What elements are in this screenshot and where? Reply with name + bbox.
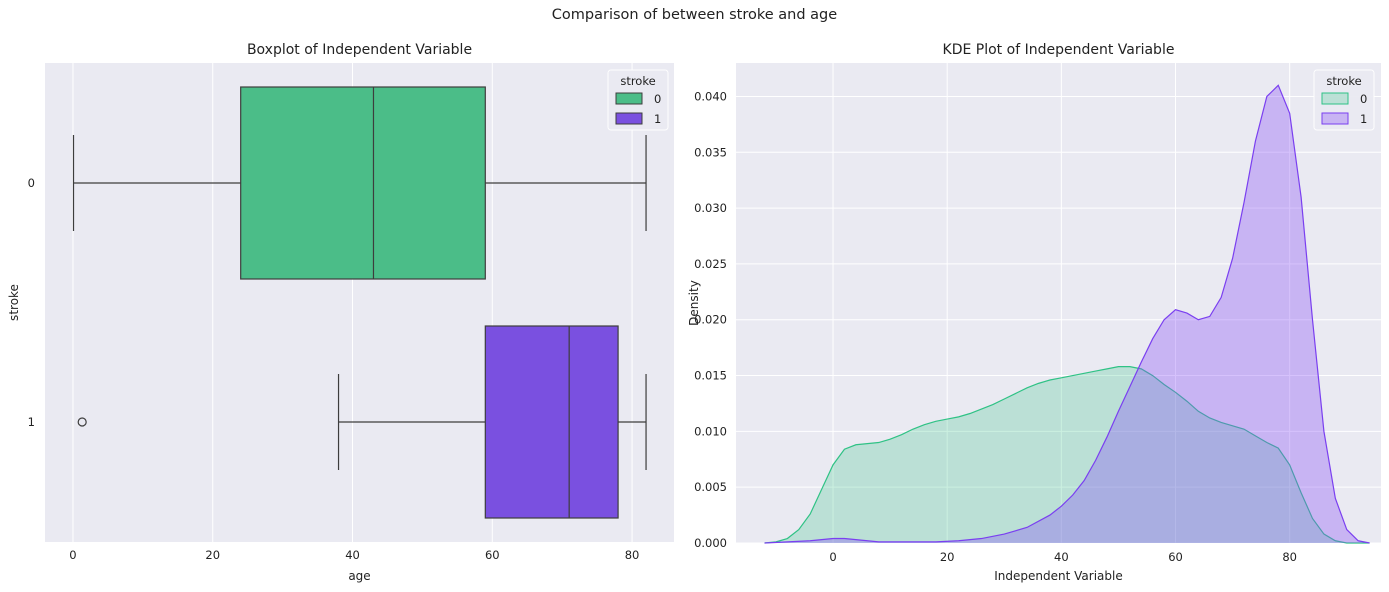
legend-box	[1313, 69, 1375, 131]
boxplot-panel: 0 20 40 60 80 0 1 Boxplot of Independent Variab…	[7, 42, 674, 583]
outlier-point	[77, 417, 87, 427]
y-tick-label: 0.010	[694, 424, 727, 438]
y-tick-label: 0.015	[694, 369, 727, 383]
y-tick-label: 0	[28, 176, 35, 190]
y-axis-label: stroke	[7, 284, 21, 321]
y-tick-label: 1	[28, 415, 35, 429]
x-tick-label: 20	[205, 548, 220, 562]
legend-swatch-0	[1321, 92, 1349, 105]
y-tick-label: 0.000	[694, 536, 727, 550]
chart-title: KDE Plot of Independent Variable	[943, 42, 1175, 58]
legend-title: stroke	[1326, 74, 1361, 88]
x-axis-label: age	[348, 569, 370, 583]
legend-label: 1	[1360, 112, 1367, 126]
legend-swatch-0	[615, 92, 643, 105]
x-tick-label: 20	[940, 550, 955, 564]
x-axis-label: Independent Variable	[994, 569, 1122, 583]
legend-title: stroke	[620, 74, 655, 88]
chart-title: Boxplot of Independent Variable	[247, 42, 472, 58]
legend-label: 0	[654, 92, 661, 106]
x-tick-label: 60	[1168, 550, 1183, 564]
x-tick-label: 40	[1054, 550, 1069, 564]
legend-label: 1	[654, 112, 661, 126]
box-category-1	[484, 325, 619, 519]
y-tick-label: 0.025	[694, 257, 727, 271]
x-tick-label: 40	[345, 548, 360, 562]
kde-line-series-0	[764, 366, 1370, 544]
kde-area-series-1	[764, 85, 1370, 543]
x-tick-label: 0	[69, 548, 76, 562]
legend-label: 0	[1360, 92, 1367, 106]
kde-area-series-0	[764, 366, 1370, 543]
plot-area	[736, 63, 1381, 543]
x-tick-label: 60	[485, 548, 500, 562]
kde-panel: 0 20 40 60 80 0.000 0.005 0.010 0.015 0.020 0.025 0…	[687, 42, 1381, 583]
x-tick-label: 80	[625, 548, 640, 562]
x-tick-label: 80	[1282, 550, 1297, 564]
kde-line-series-1	[764, 84, 1370, 544]
legend-swatch-1	[615, 112, 643, 125]
y-tick-label: 0.005	[694, 480, 727, 494]
box-category-0	[240, 86, 486, 280]
legend-swatch-1	[1321, 112, 1349, 125]
y-tick-label: 0.020	[694, 313, 727, 327]
figure-title: Comparison of between stroke and age	[551, 7, 838, 23]
y-tick-label: 0.035	[694, 145, 727, 159]
x-tick-label: 0	[829, 550, 836, 564]
y-axis-label: Density	[687, 280, 701, 326]
y-tick-label: 0.030	[694, 201, 727, 215]
y-tick-label: 0.040	[694, 89, 727, 103]
